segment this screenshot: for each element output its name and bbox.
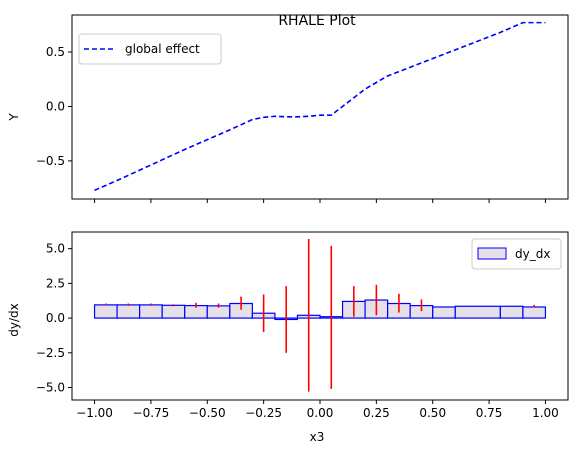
bottom-y-axis-label: dy/dx (7, 303, 21, 336)
dy-dx-bar (432, 306, 456, 319)
legend-dy-dx-label: dy_dx (515, 247, 550, 261)
bottom-axis-ticks: −1.00 −0.75 −0.50 −0.25 0.00 0.25 0.50 0.75 1.00… (36, 242, 559, 420)
bottom-y-tick-label: 5.0 (46, 242, 65, 256)
top-panel: RHALE Plot Y −0.5 0.0 0.5 global effect (7, 13, 569, 203)
dy-dx-bar (139, 304, 163, 319)
bottom-y-tick-label: 0.0 (46, 311, 65, 325)
bottom-y-tick-label: −5.0 (36, 381, 65, 395)
bottom-error-bars (105, 238, 535, 392)
chart-title: RHALE Plot (278, 13, 356, 29)
dy-dx-bar (522, 306, 547, 319)
global-effect-line (94, 21, 546, 192)
bottom-x-tick-label: 0.00 (307, 406, 334, 420)
bottom-panel: dy/dx x3 −1.00 −0.75 −0.50 −0.25 0.00 0.25 0.5… (7, 231, 569, 444)
top-y-tick-label: 0.0 (46, 99, 65, 113)
top-y-tick-label: 0.5 (46, 45, 65, 59)
dy-dx-bar (93, 304, 118, 319)
top-axis-ticks: −0.5 0.0 0.5 (36, 45, 546, 203)
bottom-bars (93, 299, 547, 321)
legend-dy-dx-swatch (477, 247, 507, 260)
dy-dx-bar (116, 304, 141, 319)
top-axes-frame (71, 14, 569, 200)
top-legend: global effect (78, 33, 222, 65)
bottom-x-tick-label: 1.00 (532, 406, 559, 420)
dy-dx-bar (454, 305, 501, 319)
top-legend-box (78, 33, 222, 65)
bottom-x-tick-label: 0.25 (363, 406, 390, 420)
legend-global-effect-label: global effect (125, 42, 200, 56)
bottom-x-tick-label: 0.50 (419, 406, 446, 420)
dy-dx-bar (499, 305, 524, 319)
bottom-y-tick-label: 2.5 (46, 276, 65, 290)
bottom-x-tick-label: −0.50 (189, 406, 226, 420)
bottom-axes-frame (71, 231, 569, 401)
bottom-legend-box (471, 238, 562, 270)
bottom-x-tick-label: −1.00 (76, 406, 113, 420)
top-y-axis-label: Y (7, 113, 21, 122)
bottom-x-tick-label: −0.25 (245, 406, 282, 420)
dy-dx-bar (206, 305, 231, 319)
bottom-x-tick-label: 0.75 (476, 406, 503, 420)
bottom-y-tick-label: −2.5 (36, 346, 65, 360)
dy-dx-bar (161, 304, 186, 319)
x-axis-label: x3 (310, 430, 325, 444)
top-plot-lines (94, 21, 546, 192)
bottom-x-tick-label: −0.75 (133, 406, 170, 420)
bottom-legend: dy_dx (471, 238, 562, 270)
top-y-tick-label: −0.5 (36, 154, 65, 168)
